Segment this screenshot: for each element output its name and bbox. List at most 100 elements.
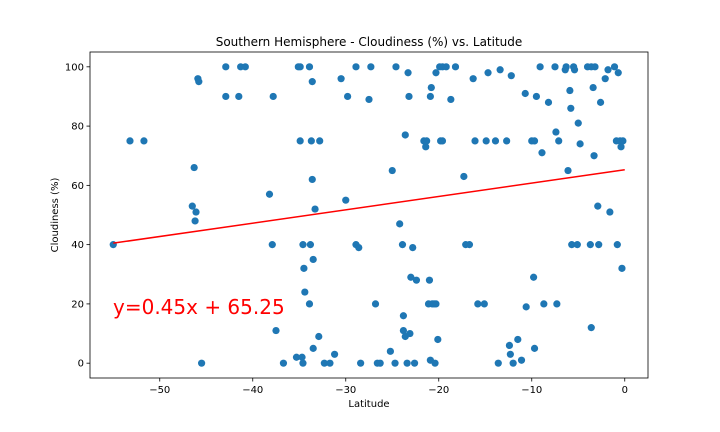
data-point [405,92,413,101]
data-point [398,241,407,249]
data-point [401,131,409,139]
data-point [198,359,206,367]
regression-line-group [113,169,625,244]
data-point [442,63,450,71]
data-point [355,244,363,252]
data-point [409,244,417,252]
data-point [195,78,203,86]
data-point [509,359,517,367]
data-point [551,63,559,71]
x-axis-ticks: −50 −40 −30 −20 −10 0 [149,378,628,396]
data-point [532,92,541,101]
data-point [337,75,345,83]
data-point [469,75,477,83]
y-tick-label: 100 [65,62,84,73]
regression-line [113,169,625,244]
data-point [388,166,396,175]
data-point [386,347,394,355]
data-point [309,255,317,264]
data-point [451,63,460,71]
data-point [296,137,304,145]
data-point [503,137,511,145]
data-point [308,175,316,184]
data-point [568,241,576,249]
data-point [192,208,200,216]
data-point [376,359,384,367]
data-point [425,276,434,284]
data-point [188,202,196,210]
plot-area [89,51,649,379]
data-point [567,104,575,112]
data-point [566,86,574,95]
data-point [391,359,399,367]
data-point [279,359,288,367]
data-point [431,359,439,367]
data-point [407,273,415,281]
y-tick-label: 60 [71,181,84,192]
y-axis-ticks: 0 20 40 60 80 100 [65,62,90,370]
data-point [326,359,334,367]
data-point [618,264,626,272]
data-point [265,190,274,198]
data-point [352,63,360,71]
data-point [589,83,597,92]
data-point [506,350,514,358]
data-point [311,205,319,213]
data-point [601,75,609,83]
data-point [590,152,598,160]
data-point [562,63,570,71]
data-point [573,241,581,249]
regression-equation: y=0.45x + 65.25 [113,295,285,319]
data-point [344,92,352,101]
data-point [306,241,315,249]
data-point [316,137,324,145]
data-point [305,63,314,71]
data-point [595,241,603,249]
data-point [320,359,328,367]
data-point [552,128,560,136]
data-point [586,241,594,249]
plot-frame [89,51,649,379]
data-point [190,163,198,172]
data-point [521,89,529,98]
data-point [272,326,280,335]
data-point [422,143,430,151]
data-point [530,137,539,145]
data-point [576,140,584,148]
data-point [299,359,307,367]
data-point [399,312,408,320]
data-point [292,353,301,361]
data-point [126,137,134,145]
data-point [432,300,440,308]
data-point [299,241,307,249]
data-point [403,359,411,367]
x-tick-label: 0 [622,385,628,396]
data-points [109,63,627,367]
data-point [555,137,563,145]
y-axis-label: Cloudiness (%) [50,178,61,253]
data-point [392,63,400,71]
data-point [432,69,440,77]
data-point [308,78,316,86]
data-point [427,83,435,92]
y-tick-label: 40 [71,240,84,251]
data-point [482,137,490,145]
data-point [553,300,561,308]
data-point [305,300,314,308]
data-point [596,98,605,106]
data-point [269,92,277,101]
x-axis-label: Latitude [348,399,389,410]
data-point [307,137,315,145]
x-tick-label: −20 [428,385,449,396]
data-point [426,92,434,101]
x-tick-label: −10 [521,385,542,396]
data-point [514,335,522,344]
data-point [404,69,412,77]
data-point [619,137,627,145]
data-point [367,63,375,71]
data-point [241,63,249,71]
data-point [594,202,602,210]
data-point [298,353,306,361]
data-point [507,72,515,80]
